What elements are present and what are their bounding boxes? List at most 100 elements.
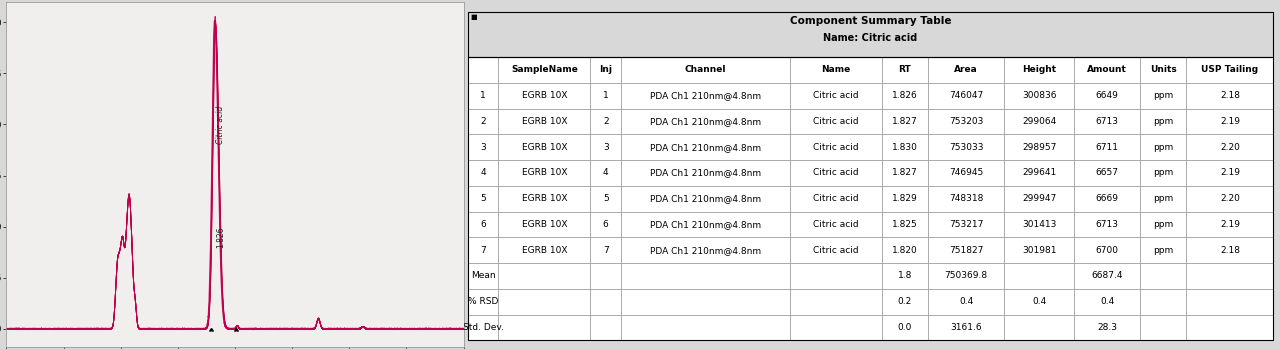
Bar <box>1187 186 1274 211</box>
Bar <box>1074 211 1140 237</box>
Bar <box>1187 263 1274 289</box>
Text: 6687.4: 6687.4 <box>1092 272 1123 281</box>
Bar <box>1074 263 1140 289</box>
Text: EGRB 10X: EGRB 10X <box>522 117 567 126</box>
Text: 6649: 6649 <box>1096 91 1119 100</box>
Text: 298957: 298957 <box>1021 143 1056 152</box>
Text: 7: 7 <box>603 246 608 255</box>
Text: EGRB 10X: EGRB 10X <box>522 143 567 152</box>
Bar <box>467 57 1274 340</box>
Text: 0.4: 0.4 <box>1100 297 1115 306</box>
Text: ppm: ppm <box>1153 91 1174 100</box>
Bar <box>498 211 590 237</box>
Bar <box>882 186 928 211</box>
Text: 300836: 300836 <box>1021 91 1056 100</box>
Text: EGRB 10X: EGRB 10X <box>522 194 567 203</box>
Bar <box>1005 237 1074 263</box>
Text: 6: 6 <box>480 220 486 229</box>
Bar <box>467 134 498 160</box>
Bar <box>882 109 928 134</box>
Bar <box>1005 211 1074 237</box>
Bar <box>498 160 590 186</box>
Text: 2: 2 <box>480 117 486 126</box>
Bar <box>1074 289 1140 314</box>
Bar <box>1140 160 1187 186</box>
Text: SampleName: SampleName <box>511 65 577 74</box>
Text: 1: 1 <box>603 91 608 100</box>
Bar <box>1187 134 1274 160</box>
Text: Citric acid: Citric acid <box>216 105 225 143</box>
Text: Citric acid: Citric acid <box>813 220 859 229</box>
Bar <box>1005 263 1074 289</box>
Bar <box>590 57 621 83</box>
Bar <box>467 57 498 83</box>
Bar <box>928 211 1005 237</box>
Text: Channel: Channel <box>685 65 726 74</box>
Text: 6713: 6713 <box>1096 117 1119 126</box>
Text: 1.827: 1.827 <box>892 169 918 177</box>
Bar <box>621 211 790 237</box>
Bar <box>1005 186 1074 211</box>
Text: 1.830: 1.830 <box>892 143 918 152</box>
Bar <box>1074 160 1140 186</box>
Bar <box>590 289 621 314</box>
Bar <box>498 263 590 289</box>
Text: 2.18: 2.18 <box>1220 91 1240 100</box>
Bar <box>790 109 882 134</box>
Text: 299064: 299064 <box>1023 117 1056 126</box>
Text: 5: 5 <box>480 194 486 203</box>
Bar <box>1074 314 1140 340</box>
Bar <box>1140 211 1187 237</box>
Text: RT: RT <box>899 65 911 74</box>
Text: 2.19: 2.19 <box>1220 220 1240 229</box>
Bar <box>590 263 621 289</box>
Text: 299947: 299947 <box>1023 194 1056 203</box>
Bar <box>498 314 590 340</box>
Bar <box>1140 186 1187 211</box>
Bar <box>467 186 498 211</box>
Text: Citric acid: Citric acid <box>813 194 859 203</box>
Bar <box>790 263 882 289</box>
Bar <box>882 263 928 289</box>
Text: Area: Area <box>955 65 978 74</box>
Bar <box>467 289 498 314</box>
Text: PDA Ch1 210nm@4.8nm: PDA Ch1 210nm@4.8nm <box>650 246 762 255</box>
Bar <box>928 83 1005 109</box>
Text: Name: Name <box>822 65 850 74</box>
Bar <box>928 289 1005 314</box>
Text: 2: 2 <box>603 117 608 126</box>
Text: 5: 5 <box>603 194 608 203</box>
Bar <box>1187 314 1274 340</box>
Bar <box>1187 237 1274 263</box>
Bar <box>621 186 790 211</box>
Bar <box>928 314 1005 340</box>
Bar <box>1140 83 1187 109</box>
Bar <box>790 211 882 237</box>
Bar <box>467 12 1274 57</box>
Bar <box>621 109 790 134</box>
Text: ■: ■ <box>470 14 476 20</box>
Bar <box>790 83 882 109</box>
Bar <box>621 57 790 83</box>
Text: 746047: 746047 <box>948 91 983 100</box>
Text: PDA Ch1 210nm@4.8nm: PDA Ch1 210nm@4.8nm <box>650 220 762 229</box>
Bar <box>790 160 882 186</box>
Text: 1.825: 1.825 <box>892 220 918 229</box>
Text: 1.8: 1.8 <box>897 272 911 281</box>
Text: PDA Ch1 210nm@4.8nm: PDA Ch1 210nm@4.8nm <box>650 194 762 203</box>
Bar <box>882 289 928 314</box>
Text: 6711: 6711 <box>1096 143 1119 152</box>
Bar <box>1187 83 1274 109</box>
Text: 1.826: 1.826 <box>892 91 918 100</box>
Bar <box>1005 83 1074 109</box>
Bar <box>590 83 621 109</box>
Bar <box>498 237 590 263</box>
Text: 6: 6 <box>603 220 608 229</box>
Text: 2.20: 2.20 <box>1220 143 1240 152</box>
Bar <box>621 160 790 186</box>
Bar <box>590 134 621 160</box>
Text: 7: 7 <box>480 246 486 255</box>
Bar <box>1005 289 1074 314</box>
Bar <box>498 57 590 83</box>
Bar <box>1005 160 1074 186</box>
